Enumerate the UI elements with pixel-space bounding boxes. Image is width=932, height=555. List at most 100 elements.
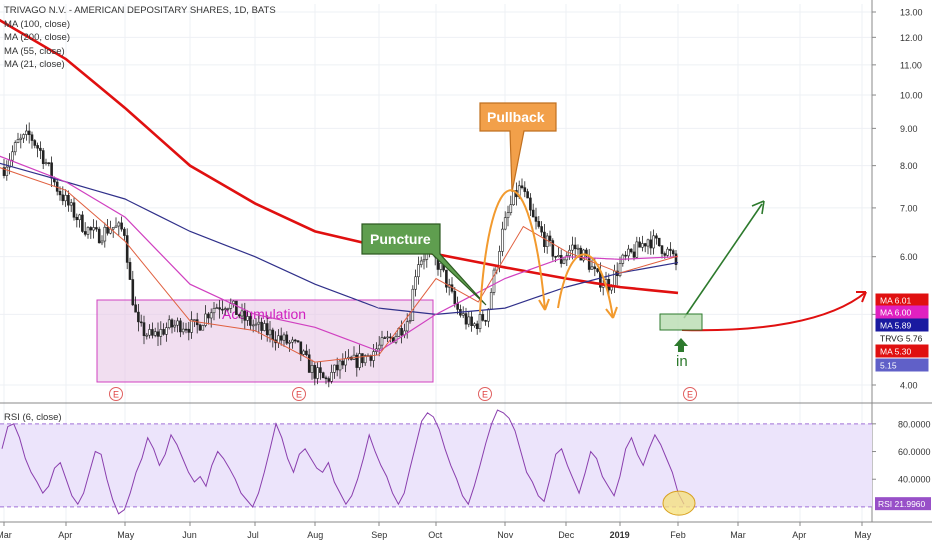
candle-body <box>156 331 160 337</box>
candle-body <box>562 259 566 264</box>
price-label-text: TRVG 5.76 <box>880 334 923 344</box>
rsi-band <box>0 423 872 507</box>
candle-body <box>277 335 280 344</box>
annotations: in Puncture Pullback E E E E <box>109 102 867 401</box>
candle-body <box>470 316 473 327</box>
candle-body <box>509 204 513 213</box>
candle-body <box>167 319 171 329</box>
candle-body <box>327 378 331 382</box>
candle-body <box>565 255 569 261</box>
candle-body <box>344 358 347 366</box>
arc-arrowhead <box>538 298 550 311</box>
target-arrow-line <box>683 203 763 319</box>
time-tick-label: Sep <box>371 530 387 540</box>
candle-body <box>179 320 182 333</box>
candle-body <box>125 235 129 263</box>
candle-body <box>503 217 507 230</box>
ma-55-line <box>0 155 679 352</box>
indicator-ma-55[interactable]: MA (55, close) <box>4 45 65 57</box>
candle-body <box>557 255 560 257</box>
candle-body <box>520 185 524 188</box>
accumulation-label: Accumulation <box>222 306 306 322</box>
candle-body <box>313 365 317 379</box>
target-arrowhead <box>751 200 765 215</box>
pullback-callout <box>479 102 557 193</box>
candle-body <box>629 248 633 253</box>
candle-body <box>83 231 87 235</box>
accumulation-zone: Accumulation <box>96 299 434 383</box>
candle-body <box>33 140 37 146</box>
rsi-legend[interactable]: RSI (6, close) <box>4 412 62 423</box>
candle-body <box>358 353 361 368</box>
rsi-tick-label: 60.0000 <box>898 447 931 457</box>
candle-body <box>571 244 574 251</box>
entry-label: in <box>676 353 688 370</box>
candle-body <box>260 321 263 331</box>
price-tick-label: 4.00 <box>900 381 918 391</box>
price-tick-label: 7.00 <box>900 203 918 213</box>
time-tick-label: Jun <box>182 530 197 540</box>
candle-body <box>361 353 364 364</box>
candle-body <box>646 239 650 247</box>
candle-body <box>114 225 118 228</box>
candle-body <box>271 329 275 341</box>
earnings-marker <box>292 387 306 401</box>
candle-body <box>632 251 636 258</box>
time-tick-label: Dec <box>558 530 575 540</box>
price-label-text: MA 6.01 <box>880 296 911 306</box>
earnings-marker <box>109 387 123 401</box>
candle-body <box>67 194 70 206</box>
candle-body <box>221 308 224 311</box>
candle-body <box>638 241 641 248</box>
candle-body <box>341 360 345 366</box>
candle-body <box>25 130 28 135</box>
candle-body <box>453 291 457 305</box>
ma-21-line <box>0 167 679 363</box>
candle-body <box>282 334 286 341</box>
candle-body <box>316 367 319 379</box>
candle-body <box>89 227 93 231</box>
candle-body <box>299 341 303 355</box>
candle-body <box>232 300 235 304</box>
candle-body <box>111 227 115 230</box>
candle-body <box>265 323 269 336</box>
candle-body <box>372 351 375 361</box>
candle-body <box>162 329 165 335</box>
candle-body <box>548 235 552 241</box>
earnings-marker-label: E <box>687 390 693 400</box>
candle-body <box>92 227 95 231</box>
candle-body <box>212 308 216 314</box>
candle-body <box>363 355 367 364</box>
candle-body <box>383 337 387 339</box>
rsi-oversold-marker <box>662 490 696 516</box>
candle-body <box>97 228 101 244</box>
candle-body <box>27 130 31 136</box>
indicator-ma-21[interactable]: MA (21, close) <box>4 59 65 70</box>
indicator-ma-200[interactable]: MA (200, close) <box>4 32 70 43</box>
moving-averages <box>0 18 679 363</box>
candle-body <box>81 214 84 232</box>
entry-box <box>659 313 703 331</box>
candle-body <box>537 221 541 227</box>
candle-body <box>72 202 76 218</box>
candle-body <box>529 197 532 211</box>
pullback-arc <box>557 253 614 319</box>
candle-body <box>576 247 580 250</box>
candle-body <box>674 253 678 265</box>
candle-body <box>139 321 143 324</box>
candle-body <box>464 313 468 325</box>
candle-body <box>61 194 65 202</box>
candle-body <box>257 321 261 325</box>
projection-arrowhead <box>856 291 867 303</box>
candle-body <box>293 339 297 342</box>
price-tick-label: 9.00 <box>900 124 918 134</box>
price-label-text: MA 6.00 <box>880 308 911 318</box>
candle-body <box>641 243 644 248</box>
candle-body <box>643 243 647 247</box>
candle-body <box>439 263 443 270</box>
indicator-ma-100[interactable]: MA (100, close) <box>4 18 70 30</box>
rsi-pane: 80.0000 60.0000 40.0000 RSI 21.9960 <box>0 409 931 516</box>
candle-body <box>484 320 487 322</box>
candle-body <box>75 216 79 221</box>
